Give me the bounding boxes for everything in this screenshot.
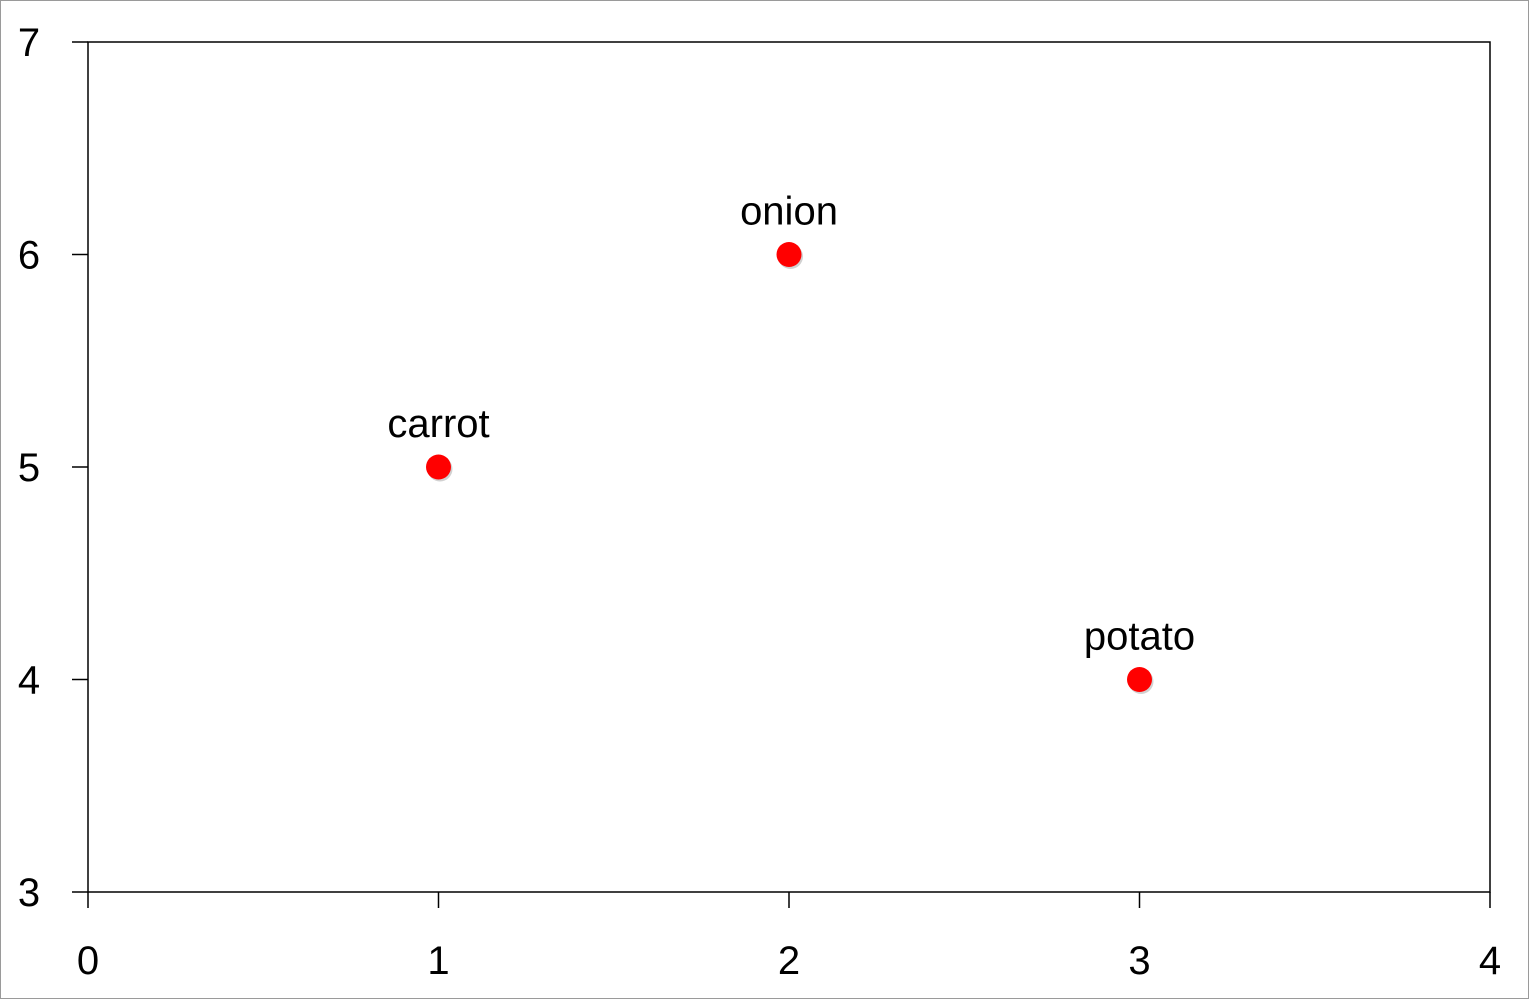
data-labels: carrot onion potato	[387, 190, 1195, 659]
x-tick-label: 1	[427, 939, 449, 983]
x-tick-label: 3	[1128, 939, 1150, 983]
plot-area-border	[87, 41, 1491, 893]
axis-ticks	[72, 41, 1491, 908]
x-tick-label: 0	[77, 939, 99, 983]
y-tick-label: 4	[18, 659, 40, 703]
y-tick-label: 7	[18, 21, 40, 65]
y-tick-label: 5	[18, 446, 40, 490]
data-label-onion: onion	[740, 190, 838, 234]
data-points	[426, 242, 1154, 694]
data-point-potato	[1127, 667, 1152, 692]
x-tick-label: 4	[1479, 939, 1501, 983]
x-tick-label: 2	[778, 939, 800, 983]
tick-labels: 0 1 2 3 4 3 4 5 6 7	[18, 21, 1501, 983]
data-label-potato: potato	[1084, 615, 1195, 659]
data-point-onion	[776, 242, 802, 267]
data-label-carrot: carrot	[387, 402, 489, 446]
y-tick-label: 3	[18, 871, 40, 915]
data-point-carrot	[426, 454, 451, 480]
y-tick-label: 6	[18, 234, 40, 278]
